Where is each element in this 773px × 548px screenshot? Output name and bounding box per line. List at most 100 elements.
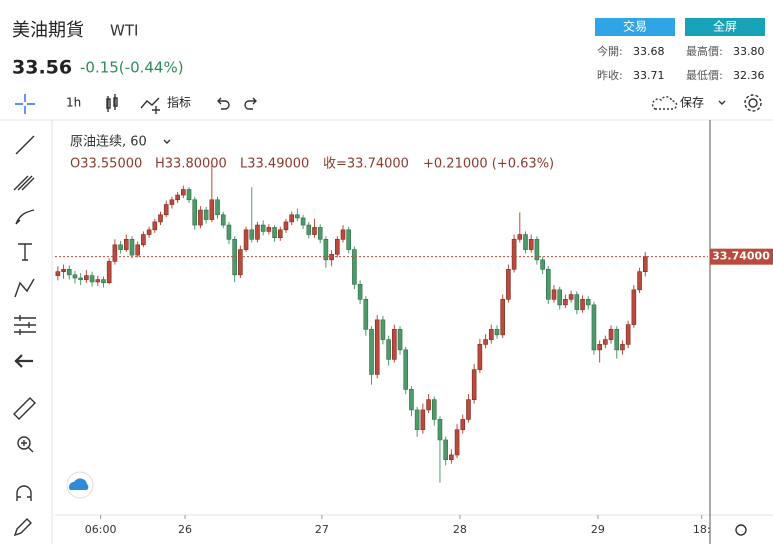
indicator-icon[interactable] (140, 97, 160, 114)
candle-body (511, 238, 517, 270)
candle-body (95, 279, 101, 283)
candle-body (608, 329, 614, 340)
candle-body (625, 324, 631, 345)
candle-body (454, 429, 460, 456)
candle-body (523, 234, 528, 250)
candle-body (346, 229, 352, 250)
brush-tool[interactable] (15, 209, 35, 225)
candle-body (175, 194, 180, 201)
measure-tool[interactable] (14, 315, 36, 335)
candle-body (585, 299, 591, 306)
candle-body (409, 389, 414, 411)
x-tick-label: 06:00 (85, 523, 117, 536)
candle-body (374, 319, 380, 375)
magnet-tool[interactable] (16, 485, 32, 501)
x-tick-label: 27 (315, 523, 329, 536)
candle-body (266, 227, 272, 232)
text-tool[interactable] (18, 243, 32, 261)
candle-body (420, 409, 426, 430)
candle-body (380, 319, 386, 340)
candle-body (78, 277, 83, 280)
candle-body (517, 234, 523, 240)
legend-menu-icon[interactable] (163, 139, 171, 144)
candle-body (61, 269, 66, 272)
candle-body (181, 189, 186, 196)
candle-body (443, 439, 448, 461)
candle-body (352, 249, 357, 285)
crosshair-icon[interactable] (15, 94, 35, 114)
save[interactable]: 保存 (680, 96, 704, 110)
x-tick-label: 26 (178, 523, 192, 536)
candle-body (323, 238, 329, 261)
ruler-tool[interactable] (13, 397, 36, 420)
zoom-tool[interactable] (17, 436, 31, 450)
candle-body (260, 224, 266, 232)
candle-body (295, 214, 300, 219)
candle-body (386, 339, 391, 360)
candle-body (483, 339, 488, 345)
line-tool[interactable] (15, 135, 35, 155)
redo-icon (244, 97, 257, 110)
candle-body (477, 344, 483, 370)
candle-body (460, 419, 466, 430)
undo-icon[interactable] (217, 97, 230, 110)
candle-body (620, 344, 625, 351)
candle-body (255, 224, 260, 240)
axis-settings-icon[interactable] (735, 524, 747, 536)
candle-body (488, 329, 494, 340)
candle-body (249, 229, 255, 240)
candle-body (238, 249, 243, 276)
candle-body (209, 199, 215, 220)
candle-body (437, 419, 443, 441)
candle-body (300, 217, 306, 226)
x-tick-label: 29 (591, 523, 605, 536)
change-label: +0.21000 (+0.63%) (423, 157, 554, 172)
candle-body (494, 329, 500, 336)
candle-body (369, 329, 374, 375)
indicators[interactable]: 指标 (167, 95, 191, 110)
trade-button-label[interactable]: 交易 (623, 19, 647, 34)
candle-body (557, 289, 563, 306)
stat-value: 33.68 (633, 45, 665, 58)
candle-body (563, 299, 568, 306)
candle-body (574, 294, 580, 310)
candle-body (580, 299, 585, 310)
candle-body (591, 304, 597, 351)
candle-body (146, 229, 152, 235)
trade-button[interactable] (595, 18, 675, 36)
fullscreen-button[interactable] (685, 18, 765, 36)
candle-body (101, 279, 106, 284)
back-tool[interactable] (14, 354, 33, 368)
candle-body (272, 227, 277, 239)
candle-type-icon[interactable] (106, 94, 118, 112)
fullscreen-button-label[interactable]: 全屏 (713, 19, 737, 34)
fib-tool[interactable] (13, 175, 35, 191)
candle-body (220, 214, 226, 226)
candle-body (112, 244, 118, 262)
candle-body (55, 271, 61, 276)
candle-body (118, 244, 123, 250)
edit-tool[interactable] (13, 518, 32, 537)
candle-body (357, 284, 363, 300)
last-price-label: 33.74000 (712, 250, 770, 263)
candle-body (631, 289, 637, 325)
last-price-tag (710, 248, 773, 265)
candle-body (528, 238, 534, 250)
candle-body (317, 227, 323, 240)
save-menu-icon[interactable] (718, 100, 726, 105)
candle-body (403, 349, 409, 390)
settings-icon[interactable] (744, 94, 762, 112)
interval[interactable]: 1h (66, 96, 81, 110)
candle-body (363, 299, 369, 330)
x-tick-label: 28 (453, 523, 467, 536)
ohlc-label: 收=33.74000 (323, 157, 409, 172)
cloud-icon[interactable] (651, 96, 678, 110)
candle-body (637, 271, 642, 291)
sidebar-tools[interactable] (13, 135, 36, 537)
candle-body (540, 259, 545, 270)
ohlc-label: L33.49000 (240, 157, 309, 172)
candle-body (289, 214, 294, 223)
pattern-tool[interactable] (14, 278, 35, 298)
candle-body (551, 289, 557, 300)
stat-label: 最低價: (686, 68, 723, 82)
